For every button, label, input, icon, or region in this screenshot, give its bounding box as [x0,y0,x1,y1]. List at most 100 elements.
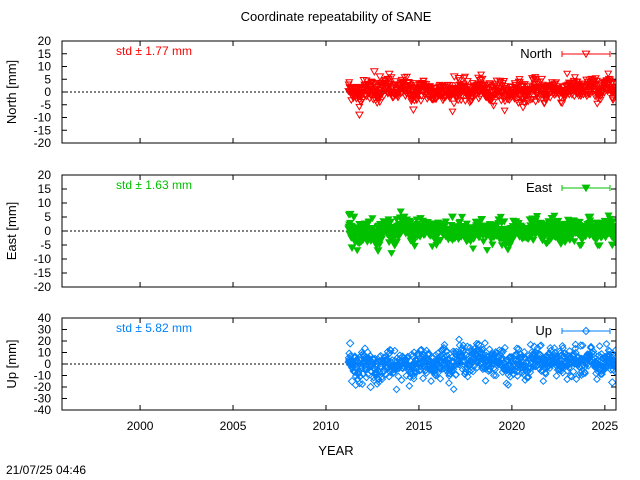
data-point-up [581,369,589,378]
data-point-up [463,372,472,381]
outlier-point-up [366,382,375,392]
data-point-east [500,218,509,226]
data-point-east [375,241,384,249]
data-point-up [501,343,509,352]
data-point-north [467,97,476,105]
data-point-up [449,385,458,394]
outlier-point-north [384,70,394,79]
data-point-east [469,235,478,243]
data-point-north [563,70,572,78]
y-tick-label-north: -15 [34,123,52,137]
data-point-up [571,344,580,353]
plot-frame-up [61,317,617,411]
data-point-east [529,237,538,244]
data-point-north [391,78,400,86]
data-point-up [498,354,507,363]
data-point-up [446,369,455,378]
outlier-point-east [585,213,595,222]
legend-sample-east [561,184,611,193]
data-point-north [586,91,595,99]
outlier-point-north [518,103,528,112]
data-point-up [602,340,611,348]
outlier-point-up [529,342,539,352]
data-point-up [385,372,393,381]
y-tick-label-north: 20 [38,34,52,48]
outlier-point-north [354,111,364,120]
data-point-east [392,238,401,246]
data-point-up [420,348,429,357]
data-point-up [391,356,399,365]
data-point-up [459,341,468,350]
data-point-east [410,242,419,250]
legend-marker-east [581,184,591,193]
data-point-north [552,79,561,87]
data-point-up [390,346,399,355]
outlier-point-north [449,73,459,81]
legend-marker-north [581,50,591,59]
data-point-north [500,107,509,115]
y-tick-label-up: -40 [34,403,52,417]
data-point-north [449,100,459,108]
y-tick-label-east: 5 [44,210,51,224]
data-point-north [477,71,486,79]
data-point-up [569,367,578,376]
data-point-up [612,363,616,372]
data-point-up [422,369,431,377]
data-point-up [477,345,486,354]
data-point-up [481,339,489,347]
outlier-point-up [347,376,357,386]
data-point-east [479,238,488,246]
data-point-east [457,213,467,221]
y-axis-label-north: North [mm] [4,60,19,124]
data-point-up [427,377,435,385]
data-point-north [531,98,540,106]
data-point-north [500,98,510,106]
data-point-up [552,371,561,380]
legend-sample-north [561,50,611,59]
data-point-up [469,367,477,376]
outlier-point-east [347,244,357,253]
data-point-north [496,79,505,87]
data-point-north [593,100,602,108]
data-point-east [474,234,484,242]
data-point-north [393,94,403,102]
data-point-up [356,372,365,381]
data-point-east [554,217,563,225]
y-axis-label-up: Up [mm] [4,339,19,388]
data-point-up [409,374,418,383]
data-point-north [369,96,378,104]
data-point-east [550,212,559,220]
legend-marker-up [581,326,591,336]
data-point-north [488,94,497,102]
legend-label-east: East [526,180,552,195]
outlier-point-east [447,213,457,222]
outlier-point-up [345,338,355,348]
data-point-north [363,81,373,89]
data-point-east [365,218,374,226]
data-point-up [511,360,520,369]
data-point-north [611,86,616,94]
data-point-east [353,247,362,255]
outlier-point-up [474,340,483,349]
y-tick-label-north: 10 [38,60,52,74]
outlier-point-east [373,247,383,255]
data-point-east [455,218,465,226]
data-point-east [477,215,487,223]
data-point-up [492,371,500,380]
data-point-east [387,250,396,258]
x-tick-label: 2025 [591,419,618,433]
data-point-up [605,350,614,359]
data-point-north [534,96,543,104]
y-tick-label-east: 15 [38,182,52,196]
data-point-up [579,369,588,378]
data-point-east [570,238,579,246]
data-point-up [453,360,462,369]
series-up [344,335,616,394]
data-point-east [604,212,613,220]
x-tick-label: 2010 [313,419,340,433]
data-point-up [526,368,535,377]
data-point-up [512,344,521,353]
data-point-up [581,362,590,371]
y-tick-label-east: -20 [34,280,52,294]
